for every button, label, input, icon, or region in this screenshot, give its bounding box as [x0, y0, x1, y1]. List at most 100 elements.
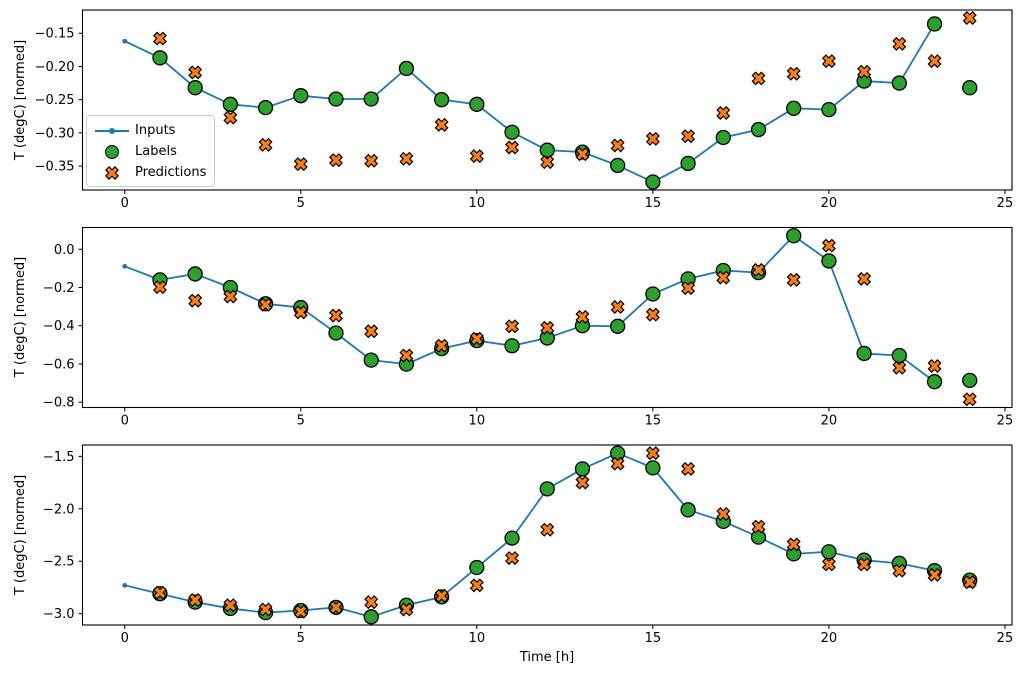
predictions-point [962, 392, 977, 407]
labels-point [504, 124, 520, 140]
labels-point [786, 100, 802, 116]
predictions-point [681, 461, 696, 476]
predictions-point [540, 320, 555, 335]
predictions-point [962, 575, 977, 590]
labels-point [821, 253, 837, 269]
inputs-point [122, 582, 128, 588]
inputs-line-dot-icon [95, 123, 129, 139]
legend-label-labels: Labels [135, 144, 177, 159]
x-tick-label: 20 [821, 196, 838, 211]
predictions-point [188, 593, 203, 608]
labels-point [891, 75, 907, 91]
predictions-point [364, 595, 379, 610]
labels-point [469, 559, 485, 576]
predictions-point [857, 64, 872, 79]
y-tick-label: 0.0 [54, 243, 75, 258]
predictions-point [716, 507, 731, 522]
predictions-point [575, 309, 590, 324]
x-tick-label: 10 [469, 414, 486, 429]
predictions-point [821, 54, 836, 69]
subplot-3: 0 5 10 15 20 25 −1.5 −2.0 −2.5 −3.0 [43, 444, 1014, 646]
predictions-point [821, 557, 836, 572]
y-axis-label-subplot-3: T (degC) [normed] [13, 474, 28, 596]
predictions-point [329, 600, 343, 615]
inputs-line [123, 234, 936, 383]
x-tick-label: 25 [997, 631, 1014, 646]
x-tick-label: 20 [821, 414, 838, 429]
predictions-point [258, 137, 273, 152]
predictions-point [469, 578, 484, 593]
y-tick-label: −0.15 [35, 27, 75, 42]
predictions-point [152, 31, 167, 46]
predictions-point [821, 238, 836, 253]
labels-point [926, 16, 943, 32]
x-tick-label: 0 [121, 631, 129, 646]
predictions-point [610, 138, 625, 153]
inputs-line [123, 452, 936, 618]
x-tick-label: 15 [645, 414, 662, 429]
predictions-point [293, 305, 308, 320]
x-tick-label: 15 [645, 196, 662, 211]
predictions-point [892, 360, 907, 375]
labels-point [750, 529, 767, 545]
labels-point [645, 174, 661, 190]
y-axis-label-subplot-2: T (degC) [normed] [13, 256, 28, 378]
predictions-point [399, 602, 414, 617]
labels-point [610, 157, 626, 174]
labels-point [539, 481, 555, 497]
y-tick-label: −0.8 [43, 396, 75, 411]
axes-spines [81, 226, 1013, 409]
x-marker-glyph [105, 165, 119, 180]
labels-point [821, 101, 837, 118]
y-tick-label: −0.30 [35, 126, 75, 141]
predictions-x-icon [95, 165, 129, 181]
x-tick-label: 10 [469, 631, 486, 646]
y-tick-label: −3.0 [43, 607, 75, 622]
predictions-point [927, 567, 942, 582]
predictions-point [505, 551, 520, 566]
x-tick-label: 25 [997, 196, 1014, 211]
labels-point [539, 330, 555, 346]
labels-point [891, 347, 907, 364]
predictions-point [469, 331, 484, 346]
labels-point [433, 92, 450, 108]
legend: Inputs Labels Predictions [86, 115, 215, 187]
labels-point [750, 121, 767, 138]
predictions-point [892, 36, 907, 51]
labels-point [293, 88, 309, 104]
predictions-point [505, 140, 520, 155]
predictions-point [258, 602, 273, 617]
labels-point [469, 96, 485, 112]
predictions-point [610, 299, 625, 314]
predictions-point [751, 519, 766, 534]
labels-point [821, 544, 837, 560]
predictions-point [540, 522, 555, 537]
labels-point [680, 155, 696, 172]
y-tick-label: −2.0 [43, 502, 75, 517]
predictions-point [223, 110, 238, 125]
labels-point [962, 372, 978, 389]
predictions-point [681, 281, 696, 296]
predictions-point [575, 147, 590, 162]
predictions-point [258, 297, 273, 312]
predictions-point [645, 307, 660, 322]
labels-point [962, 80, 978, 96]
labels-point [398, 60, 415, 77]
labels-point [363, 609, 379, 625]
y-tick-label: −0.25 [35, 93, 75, 108]
predictions-point [364, 324, 379, 339]
predictions-point [751, 71, 766, 86]
predictions-point [716, 105, 731, 120]
subplot-2: 0 5 10 15 20 25 0.0 −0.2 −0.4 −0.6 −0.8 [43, 226, 1013, 429]
predictions-point [892, 563, 907, 578]
predictions-point [152, 280, 167, 295]
predictions-point [857, 557, 872, 572]
predictions-point [434, 338, 449, 353]
legend-label-predictions: Predictions [135, 165, 207, 180]
y-tick-label: −0.6 [43, 357, 75, 372]
predictions-point [188, 293, 203, 308]
predictions-point [399, 151, 414, 166]
predictions-point [505, 319, 520, 334]
legend-item-inputs: Inputs [87, 120, 214, 141]
